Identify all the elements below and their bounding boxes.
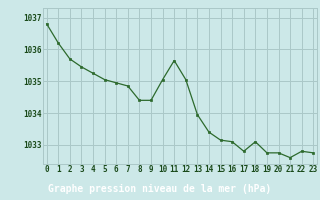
Text: Graphe pression niveau de la mer (hPa): Graphe pression niveau de la mer (hPa) — [48, 183, 272, 194]
